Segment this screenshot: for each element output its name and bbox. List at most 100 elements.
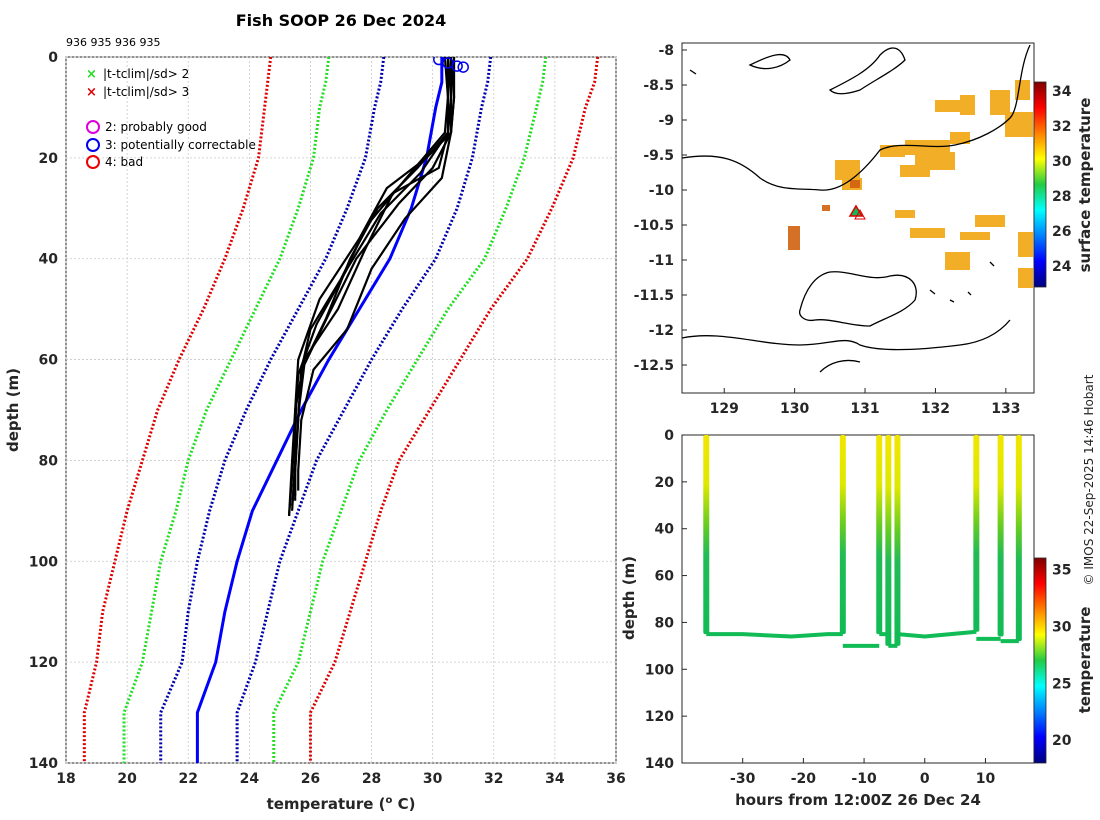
x-tick-label: 32 xyxy=(484,771,503,787)
tow-depth-line xyxy=(706,629,1019,648)
time-y-tick-label: 40 xyxy=(655,522,675,538)
map-x-tick-label: 130 xyxy=(780,401,809,417)
sst-colorbar-label: surface temperature xyxy=(1076,98,1094,273)
profile-axis-ticks: 18 20 22 24 26 28 30 32 34 36 0 20 40 60 80 100 120 140 xyxy=(29,50,626,787)
climatology-sd-bands xyxy=(82,57,600,763)
map-y-tick-label: -8.5 xyxy=(643,78,674,94)
drop-traces xyxy=(703,435,1022,646)
x-tick-label: 24 xyxy=(240,771,260,787)
drop-trace xyxy=(973,435,980,632)
x-tick-label: 30 xyxy=(423,771,443,787)
y-tick-label: 40 xyxy=(39,252,59,268)
temperature-colorbar-tick-label: 30 xyxy=(1052,619,1072,635)
temperature-colorbar-ticks: 20 25 30 35 xyxy=(1052,562,1072,749)
map-y-tick-label: -10.5 xyxy=(634,218,674,234)
temperature-colorbar-tick-label: 25 xyxy=(1052,676,1071,692)
map-axis-ticks: 129 130 131 132 133 -8 -8.5 -9 -9.5 -10 -10.5 -11 -1… xyxy=(634,43,1021,417)
tow-depth-segment xyxy=(706,632,843,639)
y-tick-label: 120 xyxy=(29,655,58,671)
time-y-tick-label: 120 xyxy=(645,709,674,725)
drop-trace xyxy=(885,435,892,646)
flag3-marker xyxy=(451,60,463,72)
time-depth-plot-area xyxy=(681,434,1035,764)
sd-band-minus3sd xyxy=(82,57,273,763)
y-axis-label: depth (m) xyxy=(4,368,22,452)
flag4-circle-icon xyxy=(86,155,100,169)
flag3-circle-icon xyxy=(86,138,100,152)
green-x-marker: × xyxy=(86,67,97,82)
x-tick-label: 28 xyxy=(362,771,381,787)
temperature-colorbar-tick-label: 20 xyxy=(1052,733,1072,749)
time-y-tick-label: 60 xyxy=(655,569,675,585)
sst-colorbar-tick-label: 34 xyxy=(1052,84,1072,100)
chart-title: Fish SOOP 26 Dec 2024 xyxy=(236,11,446,30)
sst-colorbar xyxy=(1033,81,1047,288)
coastline xyxy=(682,44,1031,373)
map-y-tick-label: -12.5 xyxy=(634,358,674,374)
drop-trace xyxy=(876,435,883,635)
climatology-mean-line xyxy=(195,57,444,763)
temperature-colorbar-tick-label: 35 xyxy=(1052,562,1071,578)
profile-line xyxy=(287,57,453,516)
flag3-markers xyxy=(433,57,469,73)
sst-colorbar-tick-label: 30 xyxy=(1052,154,1072,170)
y-tick-label: 140 xyxy=(29,756,58,772)
map-x-tick-label: 131 xyxy=(850,401,879,417)
map-y-tick-label: -11.5 xyxy=(634,288,674,304)
profile-grid xyxy=(65,56,617,764)
time-depth-y-label: depth (m) xyxy=(620,556,638,640)
flag2-circle-icon xyxy=(86,120,100,134)
drop-trace xyxy=(703,435,710,635)
legend: × |t-tclim|/sd> 2 × |t-tclim|/sd> 3 2: p… xyxy=(86,67,256,169)
sst-colorbar-tick-label: 32 xyxy=(1052,119,1071,135)
legend-flag3: 3: potentially correctable xyxy=(105,138,256,152)
time-x-tick-label: -30 xyxy=(730,771,756,787)
y-tick-label: 80 xyxy=(39,453,59,469)
time-y-tick-label: 0 xyxy=(664,428,674,444)
map-y-tick-label: -10 xyxy=(649,183,675,199)
map-x-tick-label: 133 xyxy=(991,401,1020,417)
sst-colorbar-tick-label: 24 xyxy=(1052,259,1072,275)
x-tick-label: 34 xyxy=(545,771,565,787)
legend-x-red: |t-tclim|/sd> 3 xyxy=(103,85,189,99)
time-x-tick-label: -20 xyxy=(791,771,817,787)
sd-band-minus2sd xyxy=(122,57,331,763)
time-y-tick-label: 80 xyxy=(655,615,675,631)
y-tick-label: 60 xyxy=(39,353,59,369)
sst-colorbar-tick-label: 28 xyxy=(1052,189,1071,205)
map-y-tick-label: -12 xyxy=(649,323,674,339)
drop-location-marker xyxy=(848,204,866,220)
map-y-tick-label: -9 xyxy=(658,113,674,129)
temperature-colorbar-label: temperature xyxy=(1076,607,1094,714)
drop-trace xyxy=(839,435,846,635)
tow-depth-segment xyxy=(897,629,977,639)
legend-x-green: |t-tclim|/sd> 2 xyxy=(103,67,189,81)
map-x-tick-label: 129 xyxy=(710,401,739,417)
legend-flag2: 2: probably good xyxy=(105,120,207,134)
sst-colorbar-tick-label: 26 xyxy=(1052,224,1071,240)
drop-trace xyxy=(997,435,1004,637)
time-x-tick-label: 0 xyxy=(920,771,930,787)
map-x-tick-label: 132 xyxy=(921,401,950,417)
time-y-tick-label: 140 xyxy=(645,756,674,772)
time-axis-label: hours from 12:00Z 26 Dec 24 xyxy=(735,791,981,809)
red-x-marker: × xyxy=(86,85,97,100)
temperature-colorbar xyxy=(1033,557,1047,764)
x-tick-label: 20 xyxy=(117,771,137,787)
y-tick-label: 20 xyxy=(39,151,59,167)
sd-band-plus3sd xyxy=(308,57,600,763)
time-y-tick-label: 20 xyxy=(655,475,675,491)
sst-colorbar-ticks: 24 26 28 30 32 34 xyxy=(1052,84,1072,275)
x-tick-label: 22 xyxy=(178,771,197,787)
profile-plot-area xyxy=(65,56,617,764)
drop-trace xyxy=(894,435,901,646)
x-tick-label: 26 xyxy=(301,771,320,787)
y-tick-label: 100 xyxy=(29,554,58,570)
sd-band-minus1sd xyxy=(159,57,386,763)
sd-band-plus1sd xyxy=(235,57,493,763)
map-y-tick-label: -9.5 xyxy=(643,148,674,164)
map-y-tick-label: -8 xyxy=(658,43,674,59)
profile-line xyxy=(294,57,456,496)
